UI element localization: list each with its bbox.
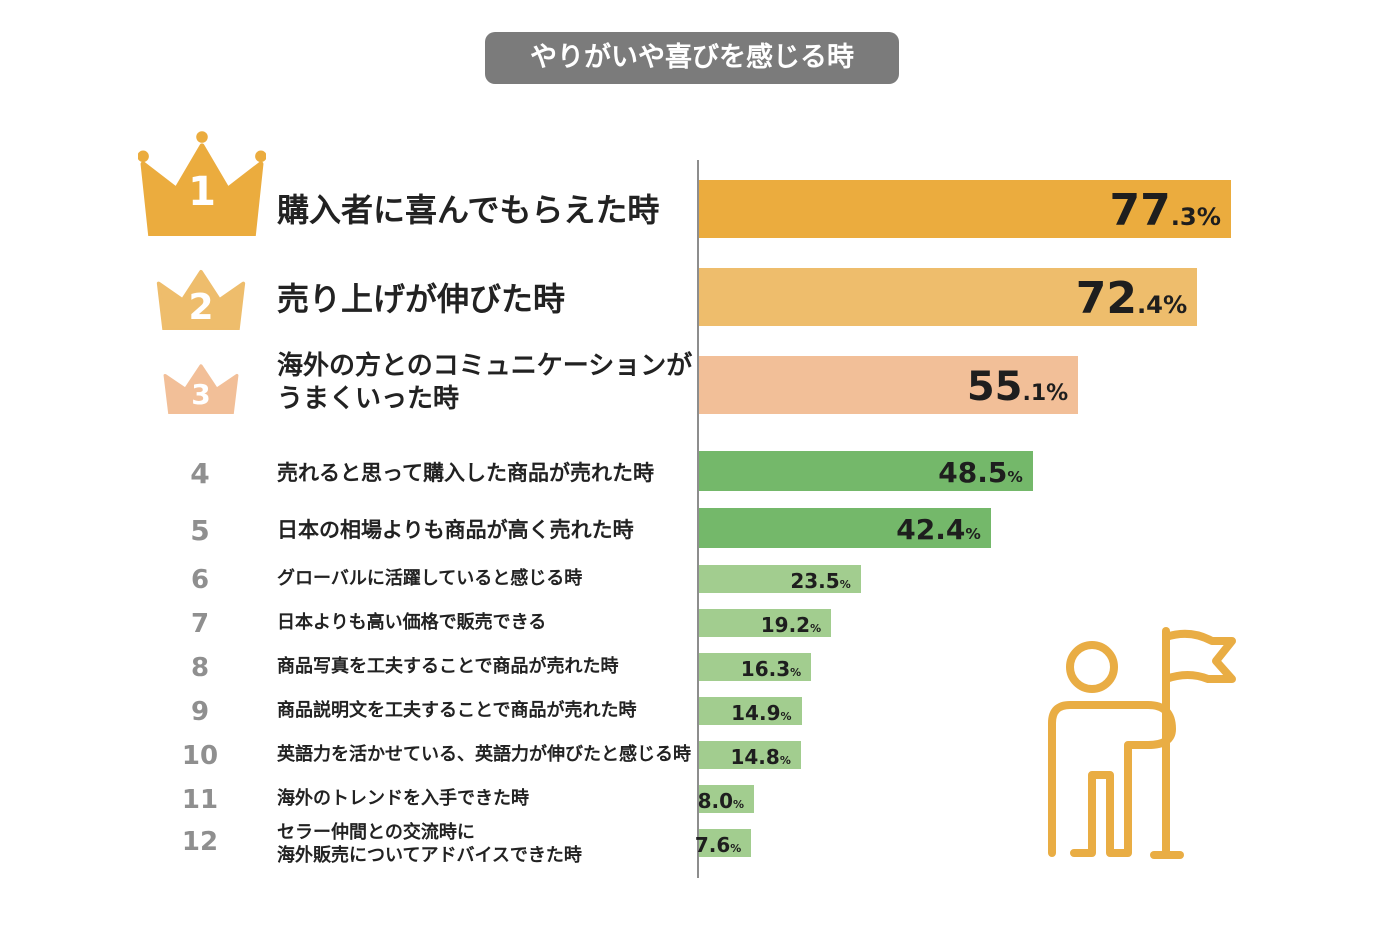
category-label-rank-5: 日本の相場よりも商品が高く売れた時 xyxy=(277,517,634,543)
rank-number: 11 xyxy=(181,785,219,815)
value-integer: 72 xyxy=(1075,273,1137,324)
value-percent-sign: % xyxy=(730,842,742,855)
data-label-rank-9: 14.9% xyxy=(731,703,791,723)
data-label-rank-5: 42.4% xyxy=(896,516,981,544)
category-label-line: グローバルに活躍していると感じる時 xyxy=(277,568,583,589)
category-label-rank-6: グローバルに活躍していると感じる時 xyxy=(277,568,582,591)
bar-rank-12 xyxy=(699,829,752,857)
value-percent-sign: % xyxy=(839,578,851,591)
crown-icon-rank-2 xyxy=(156,270,246,330)
category-label-line: 購入者に喜んでもらえた時 xyxy=(277,191,660,229)
crown-rank-number: 2 xyxy=(188,286,214,328)
value-decimal: .4 xyxy=(1136,291,1164,319)
rank-number: 12 xyxy=(181,827,219,857)
category-label-rank-4: 売れると思って購入した商品が売れた時 xyxy=(277,460,654,486)
value-percent-sign: % xyxy=(965,525,981,543)
bar-rank-1 xyxy=(699,180,1231,238)
value-integer: 48.5 xyxy=(938,456,1008,489)
value-decimal: .3 xyxy=(1170,203,1197,231)
category-label-rank-9: 商品説明文を工夫することで商品が売れた時 xyxy=(277,700,636,723)
y-axis-line xyxy=(697,160,699,878)
rank-number: 4 xyxy=(190,457,210,490)
crown-icon-rank-3 xyxy=(163,364,239,414)
category-label-line: 海外のトレンドを入手できた時 xyxy=(277,788,529,809)
category-label-line: 海外販売についてアドバイスできた時 xyxy=(277,844,582,866)
category-label-line: 売れると思って購入した商品が売れた時 xyxy=(277,461,654,485)
bar-rank-4 xyxy=(699,451,1033,491)
value-percent-sign: % xyxy=(733,798,745,811)
rank-number: 10 xyxy=(181,741,219,771)
category-label-line: 売り上げが伸びた時 xyxy=(277,280,566,318)
category-label-rank-12: セラー仲間との交流時に 海外販売についてアドバイスできた時 xyxy=(277,822,582,867)
rank-number: 9 xyxy=(190,697,210,727)
value-integer: 14.9 xyxy=(731,701,781,725)
data-label-rank-1: 77.3% xyxy=(1109,189,1221,233)
value-percent-sign: % xyxy=(1163,291,1188,319)
category-label-line: 商品写真を工夫することで商品が売れた時 xyxy=(277,656,619,677)
value-percent-sign: % xyxy=(790,666,802,679)
category-label-line: 商品説明文を工夫することで商品が売れた時 xyxy=(277,700,637,721)
category-label-line: セラー仲間との交流時に xyxy=(277,822,475,843)
value-integer: 16.3 xyxy=(740,657,791,681)
value-integer: 42.4 xyxy=(896,513,966,546)
category-label-line: 日本よりも高い価格で販売できる xyxy=(277,612,547,633)
data-label-rank-8: 16.3% xyxy=(741,659,801,679)
rank-number: 6 xyxy=(190,565,210,595)
value-percent-sign: % xyxy=(780,710,792,723)
value-percent-sign: % xyxy=(1007,468,1023,486)
data-label-rank-10: 14.8% xyxy=(730,747,790,767)
bar-rank-6 xyxy=(699,565,861,593)
value-percent-sign: % xyxy=(1046,381,1069,406)
category-label-rank-10: 英語力を活かせている、英語力が伸びたと感じる時 xyxy=(277,744,691,767)
value-integer: 8.0 xyxy=(697,789,734,813)
person-with-flag-icon xyxy=(1048,627,1236,859)
category-label-line: 日本の相場よりも商品が高く売れた時 xyxy=(277,518,634,542)
data-label-rank-7: 19.2% xyxy=(761,615,821,635)
data-label-rank-12: 7.6% xyxy=(695,835,741,855)
data-label-rank-2: 72.4% xyxy=(1076,277,1188,321)
crown-rank-number: 3 xyxy=(191,378,211,412)
bar-rank-8 xyxy=(699,653,812,681)
bar-rank-11 xyxy=(699,785,755,813)
category-label-rank-1: 購入者に喜んでもらえた時 xyxy=(277,190,659,230)
rank-number: 8 xyxy=(190,653,210,683)
data-label-rank-3: 55.1% xyxy=(967,367,1068,407)
bar-rank-7 xyxy=(699,609,832,637)
category-label-rank-8: 商品写真を工夫することで商品が売れた時 xyxy=(277,656,618,679)
data-label-rank-11: 8.0% xyxy=(698,791,744,811)
rank-number: 7 xyxy=(190,609,210,639)
category-label-rank-2: 売り上げが伸びた時 xyxy=(277,279,565,319)
bar-rank-3 xyxy=(699,356,1079,414)
value-integer: 77 xyxy=(1109,185,1171,236)
bar-rank-9 xyxy=(699,697,802,725)
value-integer: 23.5 xyxy=(790,569,840,593)
chart-title: やりがいや喜びを感じる時 xyxy=(485,32,899,84)
category-label-line: 英語力を活かせている、英語力が伸びたと感じる時 xyxy=(277,744,691,765)
value-integer: 7.6 xyxy=(694,833,731,857)
data-label-rank-6: 23.5% xyxy=(790,571,850,591)
category-label-rank-11: 海外のトレンドを入手できた時 xyxy=(277,788,529,811)
bar-rank-5 xyxy=(699,508,991,548)
data-label-rank-4: 48.5% xyxy=(938,459,1023,487)
value-integer: 14.8 xyxy=(730,745,780,769)
value-decimal: .1 xyxy=(1022,381,1047,406)
category-label-rank-3: 海外の方とのコミュニケーションが うまくいった時 xyxy=(277,350,692,415)
category-label-line: うまくいった時 xyxy=(277,383,460,414)
bar-rank-10 xyxy=(699,741,801,769)
bar-rank-2 xyxy=(699,268,1198,326)
value-percent-sign: % xyxy=(810,622,822,635)
value-percent-sign: % xyxy=(1196,203,1221,231)
value-integer: 19.2 xyxy=(760,613,811,637)
category-label-rank-7: 日本よりも高い価格で販売できる xyxy=(277,612,546,635)
rank-number: 5 xyxy=(190,514,210,547)
crown-icon-rank-1 xyxy=(138,131,266,236)
category-label-line: 海外の方とのコミュニケーションが xyxy=(277,351,693,381)
value-integer: 55 xyxy=(966,364,1023,410)
crown-rank-number: 1 xyxy=(188,169,216,216)
value-percent-sign: % xyxy=(779,754,791,767)
